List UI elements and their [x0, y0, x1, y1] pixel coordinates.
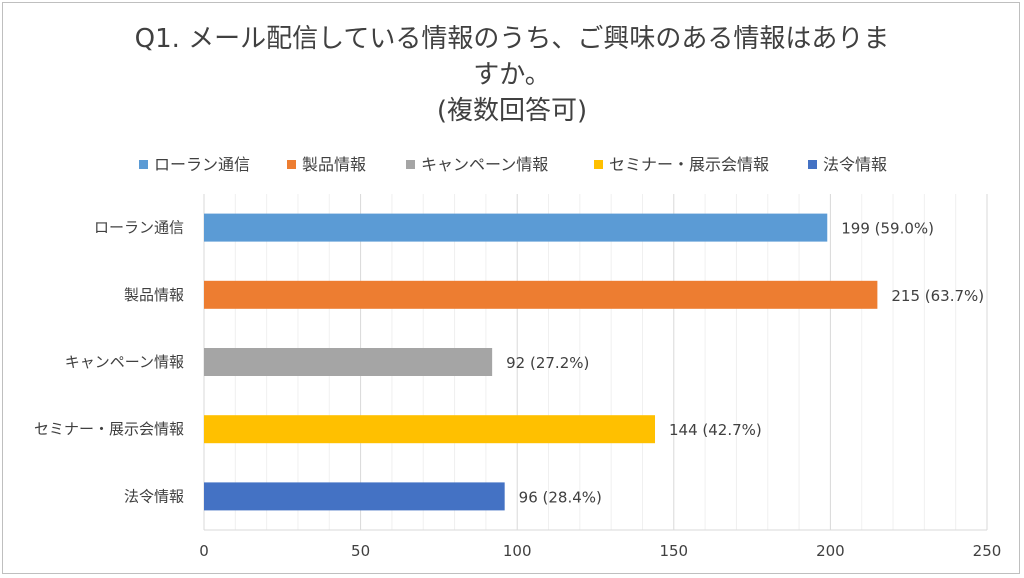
- data-label: 96 (28.4%): [519, 488, 602, 506]
- category-label: ローラン通信: [94, 219, 184, 237]
- legend-entry: キャンペーン情報: [421, 155, 548, 174]
- legend-swatch: [139, 160, 148, 169]
- legend-entry: 製品情報: [302, 155, 366, 174]
- chart-title-line-1: Q1. メール配信している情報のうち、ご興味のある情報はありま: [135, 24, 890, 54]
- x-tick-label: 200: [816, 542, 845, 560]
- category-label: 製品情報: [124, 286, 184, 304]
- data-label: 144 (42.7%): [669, 421, 762, 439]
- x-axis-tick-labels: 0 50 100 150 200 250: [199, 542, 1001, 560]
- data-label: 92 (27.2%): [506, 354, 589, 372]
- legend-swatch: [808, 160, 817, 169]
- legend-swatch: [406, 160, 415, 169]
- bar: [204, 482, 505, 511]
- x-tick-label: 0: [199, 542, 209, 560]
- data-label: 199 (59.0%): [841, 220, 934, 238]
- bar: [204, 348, 493, 376]
- x-tick-label: 250: [973, 542, 1002, 560]
- category-label: 法令情報: [124, 487, 184, 505]
- chart-title-line-3: (複数回答可): [437, 96, 587, 126]
- data-label: 215 (63.7%): [891, 287, 984, 305]
- x-tick-label: 100: [503, 542, 532, 560]
- bars: [204, 213, 878, 511]
- bar: [204, 280, 878, 309]
- category-label: セミナー・展示会情報: [34, 420, 184, 438]
- legend-entry: ローラン通信: [154, 155, 250, 174]
- x-tick-label: 50: [351, 542, 370, 560]
- data-labels: 199 (59.0%) 215 (63.7%) 92 (27.2%) 144 (42.…: [506, 220, 984, 507]
- category-label: キャンペーン情報: [65, 353, 184, 371]
- legend-entry: セミナー・展示会情報: [609, 155, 769, 174]
- x-tick-label: 150: [659, 542, 688, 560]
- legend-entry: 法令情報: [823, 155, 887, 174]
- chart-title-line-2: すか。: [473, 60, 550, 90]
- legend-swatch: [594, 160, 603, 169]
- legend: ローラン通信 製品情報 キャンペーン情報 セミナー・展示会情報 法令情報: [139, 155, 887, 174]
- bar: [204, 213, 828, 242]
- bar: [204, 415, 656, 444]
- legend-swatch: [287, 160, 296, 169]
